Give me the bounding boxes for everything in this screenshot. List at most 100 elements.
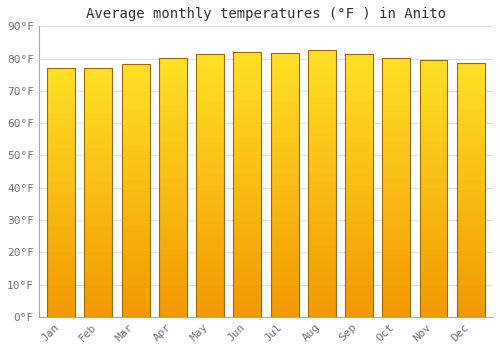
Bar: [234, 306, 262, 312]
Bar: [159, 187, 187, 192]
Bar: [234, 121, 262, 126]
Bar: [457, 190, 484, 195]
Bar: [420, 101, 448, 106]
Bar: [122, 115, 150, 120]
Bar: [270, 290, 298, 296]
Bar: [308, 50, 336, 56]
Bar: [196, 254, 224, 259]
Bar: [270, 180, 298, 185]
Bar: [196, 222, 224, 228]
Bar: [457, 261, 484, 266]
Bar: [234, 174, 262, 179]
Bar: [270, 80, 298, 85]
Bar: [345, 133, 373, 138]
Bar: [122, 170, 150, 175]
Bar: [159, 307, 187, 312]
Bar: [122, 296, 150, 302]
Bar: [382, 58, 410, 63]
Bar: [345, 154, 373, 159]
Bar: [308, 216, 336, 221]
Bar: [159, 301, 187, 307]
Bar: [47, 312, 75, 317]
Bar: [159, 270, 187, 275]
Bar: [270, 159, 298, 164]
Bar: [196, 107, 224, 112]
Bar: [382, 115, 410, 120]
Bar: [382, 224, 410, 229]
Bar: [84, 183, 112, 188]
Bar: [420, 112, 448, 117]
Bar: [196, 59, 224, 64]
Bar: [159, 135, 187, 141]
Bar: [420, 127, 448, 132]
Bar: [420, 235, 448, 240]
Bar: [457, 281, 484, 286]
Bar: [234, 259, 262, 264]
Bar: [196, 290, 224, 296]
Bar: [122, 135, 150, 140]
Bar: [47, 302, 75, 307]
Bar: [457, 180, 484, 185]
Bar: [382, 291, 410, 296]
Bar: [234, 163, 262, 169]
Bar: [345, 127, 373, 133]
Bar: [122, 120, 150, 125]
Bar: [457, 220, 484, 225]
Bar: [84, 143, 112, 148]
Bar: [196, 280, 224, 285]
Bar: [122, 246, 150, 251]
Bar: [159, 58, 187, 317]
Bar: [234, 296, 262, 301]
Bar: [308, 199, 336, 205]
Bar: [84, 247, 112, 252]
Bar: [457, 160, 484, 164]
Bar: [84, 292, 112, 297]
Bar: [122, 266, 150, 271]
Bar: [308, 119, 336, 125]
Bar: [47, 78, 75, 83]
Bar: [159, 84, 187, 89]
Bar: [84, 173, 112, 177]
Bar: [270, 296, 298, 301]
Bar: [382, 125, 410, 131]
Title: Average monthly temperatures (°F ) in Anito: Average monthly temperatures (°F ) in An…: [86, 7, 446, 21]
Bar: [196, 270, 224, 275]
Bar: [122, 226, 150, 231]
Bar: [382, 177, 410, 182]
Bar: [382, 120, 410, 125]
Bar: [196, 170, 224, 175]
Bar: [47, 252, 75, 257]
Bar: [345, 233, 373, 238]
Bar: [196, 201, 224, 206]
Bar: [84, 158, 112, 163]
Bar: [234, 126, 262, 132]
Bar: [84, 277, 112, 282]
Bar: [159, 151, 187, 156]
Bar: [84, 153, 112, 158]
Bar: [420, 137, 448, 142]
Bar: [234, 211, 262, 216]
Bar: [382, 239, 410, 244]
Bar: [122, 216, 150, 221]
Bar: [457, 63, 484, 317]
Bar: [382, 244, 410, 250]
Bar: [308, 183, 336, 189]
Bar: [47, 188, 75, 193]
Bar: [122, 206, 150, 211]
Bar: [420, 307, 448, 312]
Bar: [270, 306, 298, 312]
Bar: [159, 198, 187, 203]
Bar: [234, 227, 262, 232]
Bar: [47, 108, 75, 113]
Bar: [270, 232, 298, 238]
Bar: [420, 266, 448, 271]
Bar: [420, 240, 448, 245]
Bar: [345, 169, 373, 175]
Bar: [122, 276, 150, 281]
Bar: [84, 217, 112, 222]
Bar: [159, 167, 187, 172]
Bar: [84, 252, 112, 257]
Bar: [234, 169, 262, 174]
Bar: [159, 250, 187, 255]
Bar: [457, 109, 484, 114]
